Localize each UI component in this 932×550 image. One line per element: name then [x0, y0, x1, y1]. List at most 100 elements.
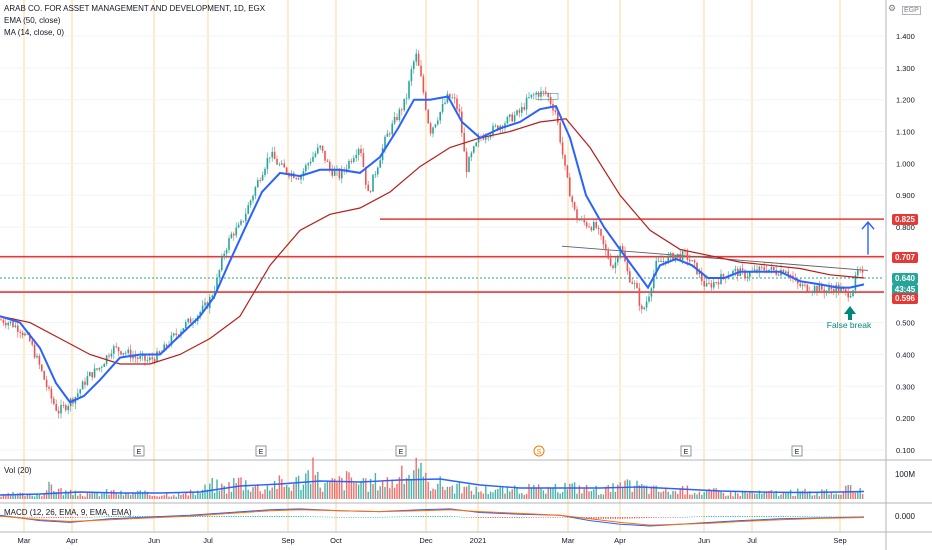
candle-body	[717, 282, 720, 285]
volume-bar	[816, 492, 818, 499]
volume-bar	[319, 487, 321, 499]
macd-histogram-bar	[62, 517, 64, 518]
candle-body	[485, 137, 487, 140]
ma-legend[interactable]: MA (14, close, 0)	[4, 28, 65, 37]
volume-bar	[713, 488, 715, 499]
gear-icon[interactable]: ⚙	[888, 3, 897, 13]
candle-body	[437, 120, 439, 125]
macd-histogram-bar	[725, 516, 727, 517]
candle-body	[497, 125, 499, 131]
volume-bar	[305, 473, 307, 499]
candle-body	[65, 405, 67, 411]
candle-body	[302, 171, 305, 176]
candle-body	[605, 244, 607, 251]
volume-bar	[857, 491, 859, 499]
candle-body	[38, 355, 41, 365]
candle-body	[468, 157, 470, 173]
candle-body	[545, 91, 547, 94]
candle-body	[799, 283, 801, 287]
volume-bar	[48, 481, 50, 499]
volume-bar	[449, 486, 451, 499]
volume-bar	[374, 473, 377, 499]
candle-body	[463, 132, 465, 152]
macd-histogram-bar	[478, 517, 480, 518]
volume-bar	[206, 489, 209, 499]
volume-bar	[506, 486, 509, 499]
volume-bar	[273, 480, 276, 499]
candle-body	[156, 351, 158, 362]
macd-histogram-bar	[209, 516, 211, 517]
macd-legend[interactable]: MACD (12, 26, EMA, 9, EMA, EMA)	[4, 508, 132, 517]
volume-bar	[833, 494, 835, 499]
volume-bar	[9, 495, 12, 499]
macd-histogram-bar	[372, 517, 374, 518]
macd-histogram-bar	[761, 516, 763, 517]
volume-bar	[189, 489, 192, 499]
volume-bar	[367, 491, 369, 499]
split-marker-label: S	[537, 449, 542, 456]
macd-histogram-bar	[125, 516, 127, 517]
macd-histogram-bar	[758, 516, 760, 517]
candle-body	[633, 283, 636, 284]
volume-bar	[2, 494, 5, 499]
volume-bar	[708, 488, 710, 499]
candle-body	[444, 102, 446, 105]
volume-bar	[434, 489, 437, 499]
macd-histogram-bar	[317, 516, 319, 518]
candle-body	[549, 96, 552, 105]
top-bracket	[535, 93, 559, 100]
candle-body	[153, 359, 156, 362]
macd-histogram-bar	[614, 517, 616, 519]
macd-histogram-bar	[70, 517, 72, 518]
candle-body	[612, 265, 614, 268]
candle-body	[257, 180, 259, 188]
volume-bar	[765, 491, 768, 499]
volume-bar	[17, 493, 19, 499]
candle-body	[617, 257, 619, 263]
macd-histogram-bar	[523, 517, 525, 518]
macd-histogram-bar	[499, 517, 501, 518]
candle-body	[636, 283, 638, 289]
volume-bar	[441, 486, 444, 499]
macd-histogram-bar	[235, 516, 237, 517]
macd-histogram-bar	[290, 516, 292, 517]
macd-histogram-bar	[497, 517, 499, 518]
earnings-marker-label: E	[684, 449, 689, 456]
ema-legend[interactable]: EMA (50, close)	[4, 16, 61, 25]
price-candles	[0, 48, 864, 419]
candle-body	[456, 98, 458, 110]
macd-histogram-bar	[242, 516, 244, 517]
candle-body	[146, 360, 149, 361]
candle-body	[281, 163, 283, 165]
volume-legend[interactable]: Vol (20)	[4, 466, 32, 475]
candle-body	[50, 388, 53, 399]
macd-histogram-bar	[586, 517, 588, 519]
macd-histogram-bar	[252, 516, 254, 517]
macd-histogram-bar	[406, 516, 408, 518]
macd-histogram-bar	[367, 517, 369, 518]
time-axis: Mar Apr Jun Jul Sep Oct Dec 2021 Mar Apr Jun Jul Sep	[18, 536, 847, 545]
volume-bar	[180, 495, 182, 499]
volume-bar	[451, 485, 453, 499]
y-tick-label: 1.200	[896, 96, 915, 105]
volume-bar	[489, 491, 492, 499]
volume-bar	[768, 490, 770, 499]
candle-body	[242, 220, 245, 222]
candle-body	[787, 271, 789, 275]
candle-body	[770, 267, 773, 270]
macd-histogram-bar	[384, 516, 386, 518]
macd-histogram-bar	[490, 517, 492, 518]
x-tick-label: Mar	[562, 536, 575, 545]
volume-bar	[360, 481, 362, 499]
macd-histogram-bar	[706, 516, 708, 517]
macd-histogram-bar	[595, 517, 597, 519]
candle-body	[19, 331, 21, 333]
candle-body	[245, 213, 247, 221]
volume-bar	[384, 486, 386, 499]
volume-bar	[437, 483, 439, 499]
candle-body	[741, 268, 744, 271]
candle-body	[127, 349, 129, 353]
volume-bar	[410, 479, 413, 499]
currency-label[interactable]: EGP	[902, 6, 921, 15]
